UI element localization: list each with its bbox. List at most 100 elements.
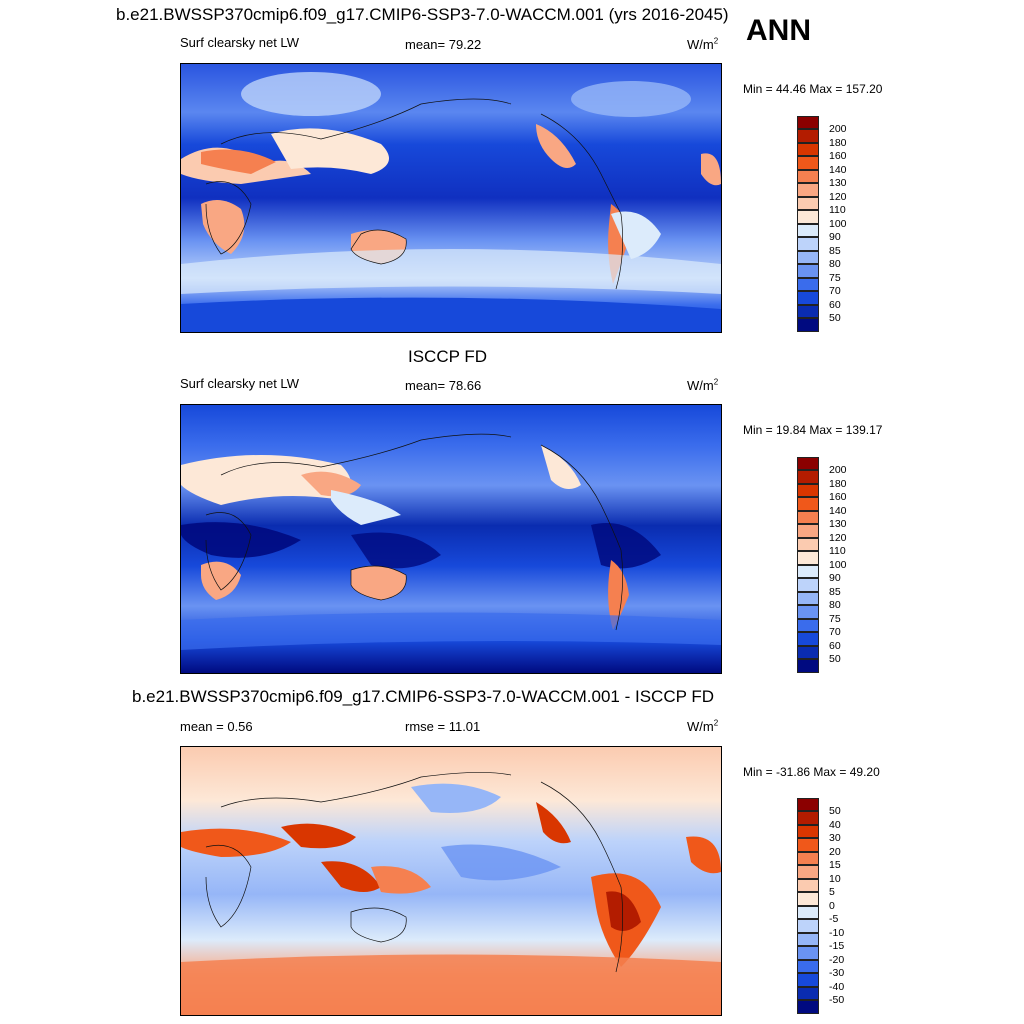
colorbar-swatch	[797, 564, 819, 579]
colorbar-label: 110	[829, 545, 846, 558]
colorbar-label: -5	[829, 913, 839, 926]
panel1-title: b.e21.BWSSP370cmip6.f09_g17.CMIP6-SSP3-7…	[116, 5, 729, 24]
colorbar-label: 85	[829, 585, 841, 598]
colorbar-swatch	[797, 618, 819, 633]
panel2-units: W/m2	[687, 377, 719, 393]
colorbar-swatch	[797, 591, 819, 606]
panel3-mean-label: mean = 0.56	[180, 719, 253, 734]
colorbar-label: 120	[829, 531, 847, 544]
colorbar-label: 160	[829, 491, 847, 504]
season-label: ANN	[746, 14, 811, 47]
colorbar-swatch	[797, 304, 819, 319]
colorbar-label: 160	[829, 150, 847, 163]
colorbar-label: 90	[829, 572, 841, 585]
colorbar-label: 200	[829, 123, 847, 136]
colorbar-label: 70	[829, 285, 841, 298]
colorbar-swatch	[797, 210, 819, 224]
colorbar-label: 15	[829, 859, 841, 872]
colorbar-swatch	[797, 959, 819, 974]
colorbar-swatch	[797, 264, 819, 278]
colorbar-swatch	[797, 851, 819, 866]
panel2-map	[180, 404, 722, 674]
colorbar-label: 180	[829, 477, 847, 490]
colorbar-swatch	[797, 537, 819, 552]
colorbar-label: -15	[829, 940, 845, 953]
colorbar-swatch	[797, 838, 819, 852]
panel1-minmax: Min = 44.46 Max = 157.20	[743, 82, 883, 96]
panel1-mean-label: mean= 79.22	[405, 37, 482, 52]
colorbar-swatch	[797, 510, 819, 525]
panel1-variable-label: Surf clearsky net LW	[180, 35, 299, 50]
colorbar-label: 130	[829, 177, 847, 190]
panel2-minmax: Min = 19.84 Max = 139.17	[743, 423, 883, 437]
colorbar-label: 100	[829, 217, 847, 230]
colorbar-label: 50	[829, 653, 841, 666]
colorbar-label: -20	[829, 953, 845, 966]
colorbar-swatch	[797, 932, 819, 947]
colorbar-swatch	[797, 632, 819, 646]
colorbar-label: 70	[829, 626, 841, 639]
colorbar-label: -30	[829, 967, 845, 980]
colorbar-label: 140	[829, 504, 847, 517]
panel3-minmax: Min = -31.86 Max = 49.20	[743, 765, 880, 779]
colorbar-swatch	[797, 524, 819, 538]
colorbar-swatch	[797, 551, 819, 565]
colorbar-swatch	[797, 470, 819, 484]
colorbar-swatch	[797, 878, 819, 893]
colorbar-swatch	[797, 605, 819, 619]
colorbar-label: 20	[829, 845, 841, 858]
colorbar-swatch	[797, 237, 819, 251]
colorbar-swatch	[797, 811, 819, 825]
colorbar-label: 120	[829, 190, 847, 203]
colorbar-swatch	[797, 1000, 819, 1014]
colorbar-label: 60	[829, 298, 841, 311]
panel2-variable-label: Surf clearsky net LW	[180, 376, 299, 391]
colorbar-swatch	[797, 483, 819, 498]
panel2-mean-label: mean= 78.66	[405, 378, 482, 393]
colorbar-swatch	[797, 116, 819, 130]
colorbar-swatch	[797, 865, 819, 879]
colorbar-swatch	[797, 919, 819, 933]
colorbar-swatch	[797, 142, 819, 157]
colorbar-label: 60	[829, 639, 841, 652]
colorbar-swatch	[797, 986, 819, 1001]
colorbar-swatch	[797, 645, 819, 660]
colorbar-label: -50	[829, 994, 845, 1007]
colorbar-swatch	[797, 196, 819, 211]
colorbar-label: 50	[829, 312, 841, 325]
colorbar-swatch	[797, 223, 819, 238]
colorbar-swatch	[797, 250, 819, 265]
panel3-title: b.e21.BWSSP370cmip6.f09_g17.CMIP6-SSP3-7…	[132, 687, 715, 706]
panel3-units: W/m2	[687, 718, 719, 734]
colorbar-swatch	[797, 905, 819, 920]
colorbar-label: 80	[829, 599, 841, 612]
colorbar-label: 90	[829, 231, 841, 244]
colorbar-label: -40	[829, 980, 845, 993]
colorbar-swatch	[797, 129, 819, 143]
colorbar-label: 40	[829, 818, 841, 831]
colorbar-swatch	[797, 824, 819, 839]
panel1-units: W/m2	[687, 36, 719, 52]
panel1-map	[180, 63, 722, 333]
colorbar-label: 200	[829, 464, 847, 477]
colorbar-swatch	[797, 156, 819, 170]
colorbar-label: 140	[829, 163, 847, 176]
colorbar-swatch	[797, 946, 819, 960]
colorbar-swatch	[797, 183, 819, 197]
colorbar-label: 180	[829, 136, 847, 149]
colorbar-label: 50	[829, 805, 841, 818]
panel2-title: ISCCP FD	[408, 347, 488, 366]
colorbar-swatch	[797, 318, 819, 332]
colorbar-label: 30	[829, 832, 841, 845]
colorbar-label: 80	[829, 258, 841, 271]
colorbar-label: -10	[829, 926, 845, 939]
colorbar-label: 0	[829, 899, 835, 912]
colorbar-label: 5	[829, 886, 835, 899]
colorbar-label: 110	[829, 204, 846, 217]
colorbar-swatch	[797, 291, 819, 305]
colorbar-swatch	[797, 798, 819, 812]
colorbar-swatch	[797, 659, 819, 673]
colorbar-swatch	[797, 892, 819, 906]
colorbar-label: 75	[829, 612, 841, 625]
panel3-rmse-label: rmse = 11.01	[405, 719, 481, 734]
